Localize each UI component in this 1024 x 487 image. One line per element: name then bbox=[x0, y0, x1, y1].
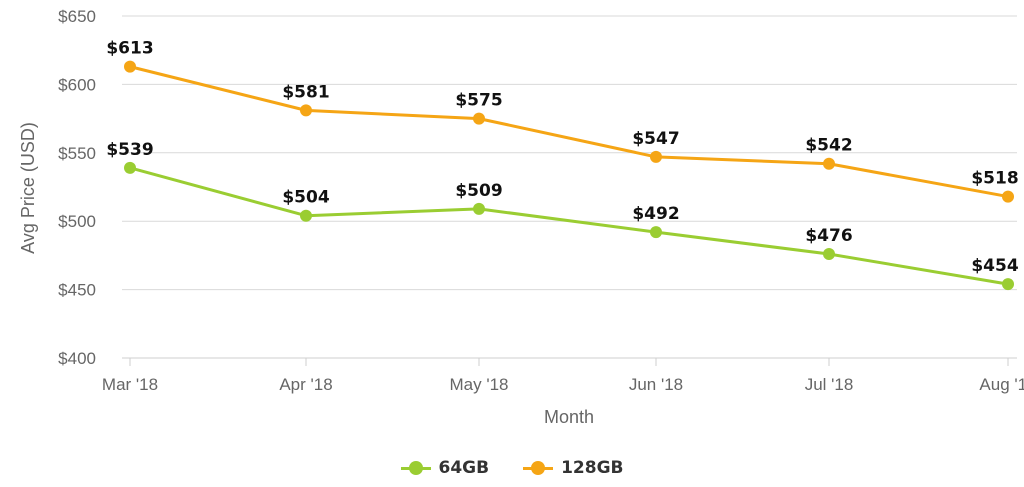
data-point-64GB[interactable] bbox=[473, 202, 485, 215]
legend-swatch bbox=[400, 461, 431, 475]
series-lines bbox=[124, 60, 1014, 291]
x-tick-label: Apr '18 bbox=[279, 375, 332, 394]
data-point-64GB[interactable] bbox=[823, 248, 835, 261]
data-label: $613 bbox=[106, 39, 153, 59]
data-label: $575 bbox=[455, 91, 502, 111]
data-point-128GB[interactable] bbox=[1002, 190, 1014, 203]
data-point-64GB[interactable] bbox=[300, 209, 312, 222]
data-point-64GB[interactable] bbox=[1002, 278, 1014, 291]
legend-label: 128GB bbox=[561, 458, 624, 478]
x-tick-label: Mar '18 bbox=[102, 375, 158, 394]
legend: 64GB 128GB bbox=[0, 458, 1024, 478]
x-tick-label: Jul '18 bbox=[805, 375, 854, 394]
x-axis-ticks: Mar '18 Apr '18 May '18 Jun '18 Jul '18 Aug '… bbox=[102, 358, 1024, 394]
data-label: $539 bbox=[106, 140, 153, 160]
y-tick-label: $450 bbox=[58, 281, 96, 300]
x-tick-label: Jun '18 bbox=[629, 375, 683, 394]
data-label: $492 bbox=[632, 204, 679, 224]
data-point-128GB[interactable] bbox=[823, 157, 835, 170]
y-tick-label: $600 bbox=[58, 75, 96, 94]
data-point-128GB[interactable] bbox=[124, 60, 136, 73]
x-axis-title: Month bbox=[544, 407, 594, 427]
legend-item-128GB[interactable]: 128GB bbox=[523, 458, 623, 478]
data-label: $547 bbox=[632, 129, 679, 149]
data-point-64GB[interactable] bbox=[650, 226, 662, 239]
data-point-128GB[interactable] bbox=[473, 112, 485, 125]
data-label: $581 bbox=[282, 82, 329, 102]
legend-label: 64GB bbox=[438, 458, 490, 478]
y-axis-title: Avg Price (USD) bbox=[18, 122, 38, 254]
y-tick-label: $550 bbox=[58, 144, 96, 163]
data-point-128GB[interactable] bbox=[650, 150, 662, 163]
y-axis-ticks: $400 $450 $500 $550 $600 $650 bbox=[58, 7, 96, 368]
y-tick-label: $500 bbox=[58, 212, 96, 231]
y-tick-label: $400 bbox=[58, 349, 96, 368]
data-label: $476 bbox=[805, 226, 852, 246]
data-label: $504 bbox=[282, 188, 329, 208]
data-label: $518 bbox=[971, 169, 1018, 189]
x-tick-label: Aug '18 bbox=[979, 375, 1024, 394]
data-label: $454 bbox=[971, 256, 1018, 276]
data-label: $509 bbox=[455, 181, 502, 201]
data-point-64GB[interactable] bbox=[124, 161, 136, 174]
series-line-64GB bbox=[129, 166, 1009, 286]
line-chart: $400$450$500$550$600$650 Mar '18 Apr '18 M… bbox=[18, 7, 1024, 427]
data-labels: $539 $504 $509 $492 $476 $454 $613 $581 $575 $547… bbox=[106, 39, 1018, 277]
data-label: $542 bbox=[805, 136, 852, 156]
legend-item-64GB[interactable]: 64GB bbox=[400, 458, 490, 478]
y-tick-label: $650 bbox=[58, 7, 96, 26]
series-line-128GB bbox=[129, 65, 1009, 199]
data-point-128GB[interactable] bbox=[300, 104, 312, 117]
legend-swatch bbox=[523, 461, 554, 475]
y-gridlines bbox=[122, 15, 1017, 291]
x-tick-label: May '18 bbox=[450, 375, 509, 394]
